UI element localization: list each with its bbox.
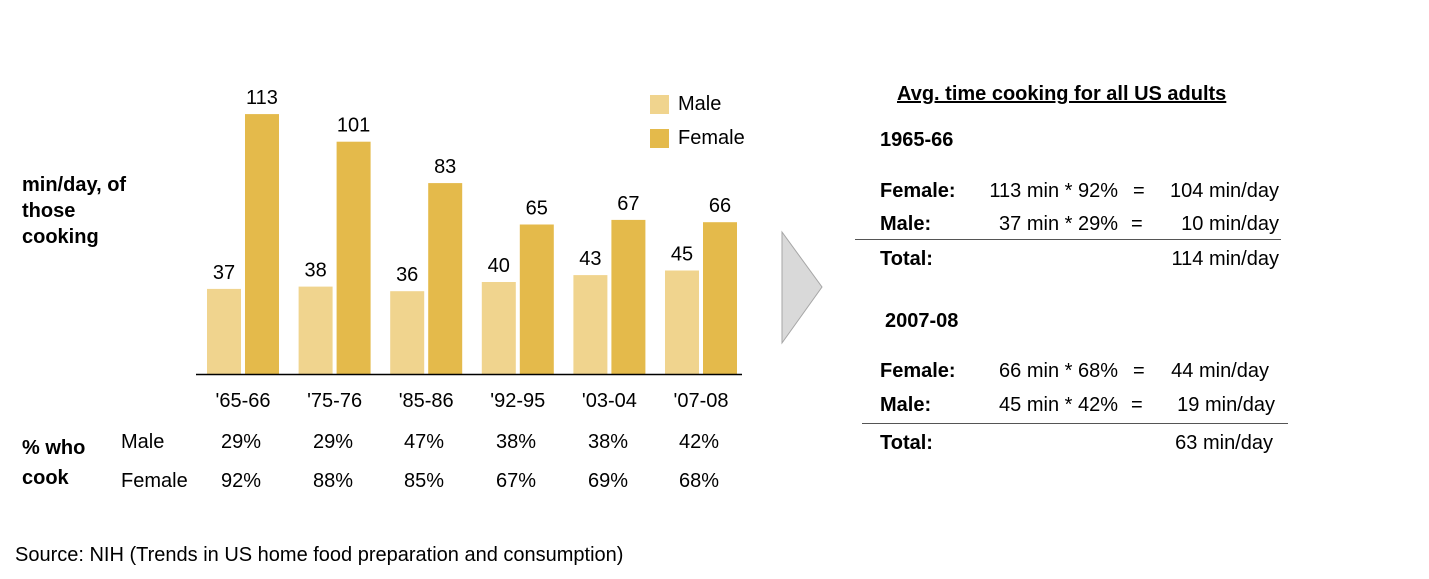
bar-value-label: 36 [396, 264, 418, 286]
total-divider [862, 423, 1288, 424]
source-note: Source: NIH (Trends in US home food prep… [15, 544, 624, 566]
female-row-eq: = [1133, 180, 1145, 202]
bar-value-label: 67 [617, 193, 639, 215]
pct-row-label-female: Female [121, 470, 188, 492]
pct-table-title: % who cook [22, 433, 85, 493]
male-row-result: 10 min/day [1181, 213, 1279, 235]
x-tick-label: '03-04 [582, 390, 637, 412]
total-row-label: Total: [880, 248, 933, 270]
male-row-result: 19 min/day [1177, 394, 1275, 416]
y-axis-label: min/day, of those cooking [22, 172, 126, 250]
male-row-label: Male: [880, 213, 932, 235]
bar-female [336, 141, 371, 374]
bar-value-label: 40 [488, 255, 510, 277]
y-axis-label-line: cooking [22, 226, 99, 248]
pct-table-title-line: cook [22, 467, 69, 489]
bar-value-label: 65 [526, 198, 548, 220]
bar-value-label: 101 [337, 115, 370, 137]
pct-female-cell: 69% [587, 470, 629, 492]
total-row-result: 114 min/day [1171, 248, 1279, 270]
pct-male-cell: 38% [495, 431, 537, 453]
bar-female [703, 222, 737, 374]
bar-value-label: 45 [671, 244, 693, 266]
bar-value-label: 113 [246, 87, 278, 109]
pct-female-cell: 92% [220, 470, 262, 492]
bar-female [519, 224, 554, 374]
female-row-label: Female: [880, 180, 956, 202]
female-row-calc: 113 min * 92% [989, 180, 1118, 202]
bar-male [573, 275, 608, 374]
bar-chart: 37 113 '65-66 38 101 '75-76 36 83 '85-86 40 65 '92-… [196, 87, 742, 412]
legend-swatch-male [650, 95, 669, 114]
bar-female [245, 114, 279, 374]
bar-value-label: 83 [434, 156, 456, 178]
bar-male [665, 270, 699, 374]
bar-male [298, 286, 333, 374]
y-axis-label-line: those [22, 200, 76, 222]
x-tick-label: '65-66 [216, 390, 271, 412]
male-row-calc: 45 min * 42% [999, 394, 1118, 416]
female-row-result: 44 min/day [1171, 360, 1269, 382]
pct-female-cell: 88% [312, 470, 354, 492]
female-row-label: Female: [880, 360, 956, 382]
x-tick-label: '07-08 [674, 390, 729, 412]
male-row-calc: 37 min * 29% [999, 213, 1118, 235]
x-tick-label: '85-86 [399, 390, 454, 412]
total-row-label: Total: [880, 432, 933, 454]
right-panel-title: Avg. time cooking for all US adults [897, 83, 1227, 105]
block-year: 2007-08 [885, 310, 959, 332]
female-row-result: 104 min/day [1170, 180, 1279, 202]
pct-male-cell: 42% [678, 431, 720, 453]
pct-female-cell: 85% [403, 470, 445, 492]
bar-male [481, 282, 516, 374]
block-year: 1965-66 [880, 129, 954, 151]
pct-row-label-male: Male [121, 431, 165, 453]
pct-male-cell: 29% [220, 431, 262, 453]
legend-swatch-female [650, 129, 669, 148]
female-row-eq: = [1133, 360, 1145, 382]
total-row-result: 63 min/day [1175, 432, 1273, 454]
y-axis-label-line: min/day, of [22, 174, 127, 196]
total-divider [855, 239, 1281, 240]
pct-female-cell: 68% [678, 470, 720, 492]
legend-label-male: Male [678, 93, 722, 115]
bar-male [207, 288, 241, 374]
chevron-right-arrow-icon [781, 230, 823, 345]
bar-value-label: 66 [709, 195, 731, 217]
bar-value-label: 37 [213, 262, 235, 284]
legend-label-female: Female [678, 127, 745, 149]
x-tick-label: '92-95 [490, 390, 545, 412]
male-row-eq: = [1131, 394, 1143, 416]
bar-male [390, 291, 425, 374]
male-row-label: Male: [880, 394, 932, 416]
pct-male-cell: 38% [587, 431, 629, 453]
pct-female-cell: 67% [495, 470, 537, 492]
pct-male-cell: 47% [403, 431, 445, 453]
bar-value-label: 38 [304, 260, 326, 282]
female-row-calc: 66 min * 68% [999, 360, 1118, 382]
bar-female [611, 219, 646, 374]
male-row-eq: = [1131, 213, 1143, 235]
bar-value-label: 43 [579, 248, 601, 270]
pct-table-title-line: % who [22, 437, 86, 459]
pct-male-cell: 29% [312, 431, 354, 453]
x-tick-label: '75-76 [307, 390, 362, 412]
bar-female [428, 183, 463, 374]
